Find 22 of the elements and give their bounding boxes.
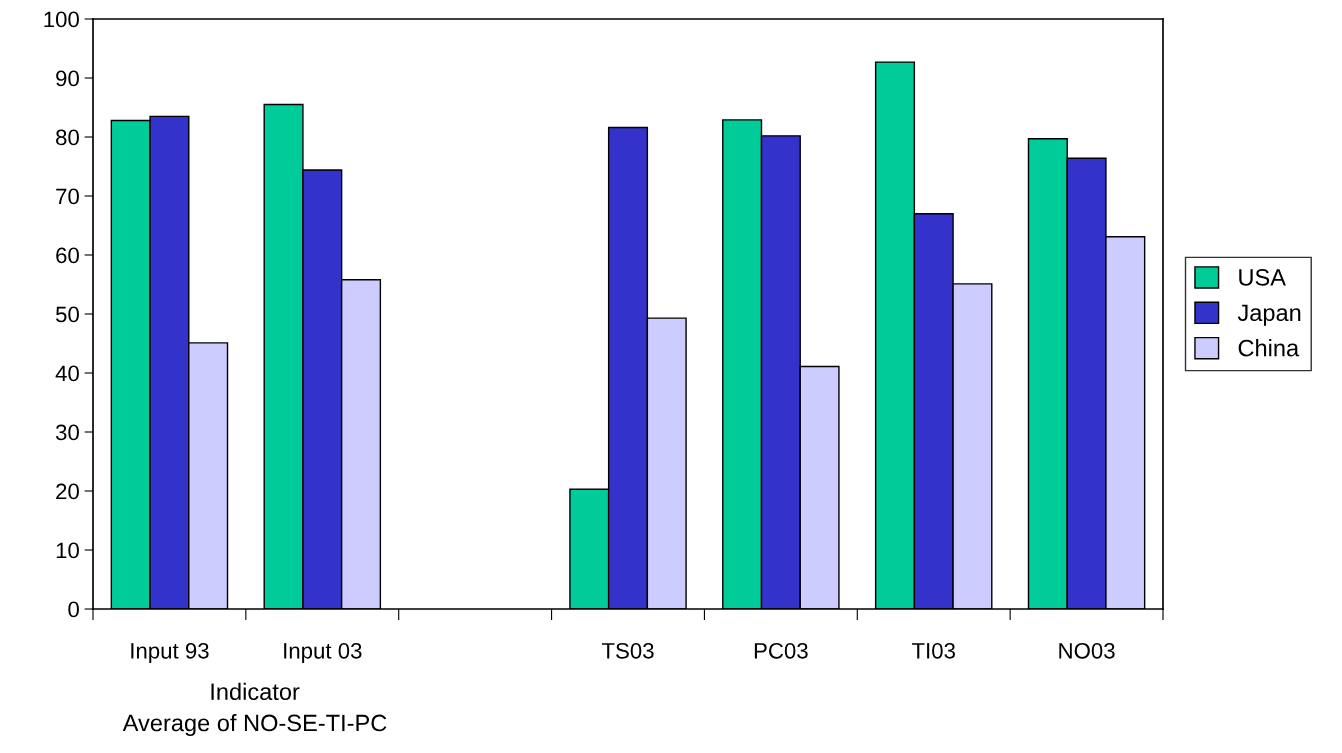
y-tick-label: 20 <box>56 483 79 500</box>
text: Average of NO-SE-TI-PC <box>122 714 387 737</box>
y-tick-label: 30 <box>55 424 79 441</box>
x-tick-label: TS03 <box>601 642 654 659</box>
x-axis-title: Indicator <box>211 682 300 701</box>
x-tick-label: PC03 <box>754 642 808 659</box>
y-tick-label: 80 <box>56 129 79 146</box>
y-tick-label: 90 <box>56 70 79 87</box>
y-tick-label: 40 <box>55 365 79 382</box>
legend-label: China <box>1238 339 1300 357</box>
x-tick-label: Input 03 <box>284 642 362 664</box>
legend-label: Japan <box>1237 304 1301 326</box>
y-tick-label: 0 <box>68 601 79 618</box>
y-tick-label: 60 <box>56 247 79 264</box>
x-tick-label: NO03 <box>1059 642 1115 659</box>
x-tick-label: Input 93 <box>131 642 209 664</box>
y-tick-label: 10 <box>56 542 79 559</box>
x-tick-label: TI03 <box>911 642 955 659</box>
y-tick-label: 50 <box>55 306 79 323</box>
y-tick-label: 100 <box>44 11 79 28</box>
y-tick-label: 70 <box>56 188 79 205</box>
legend-label: USA <box>1239 269 1286 286</box>
